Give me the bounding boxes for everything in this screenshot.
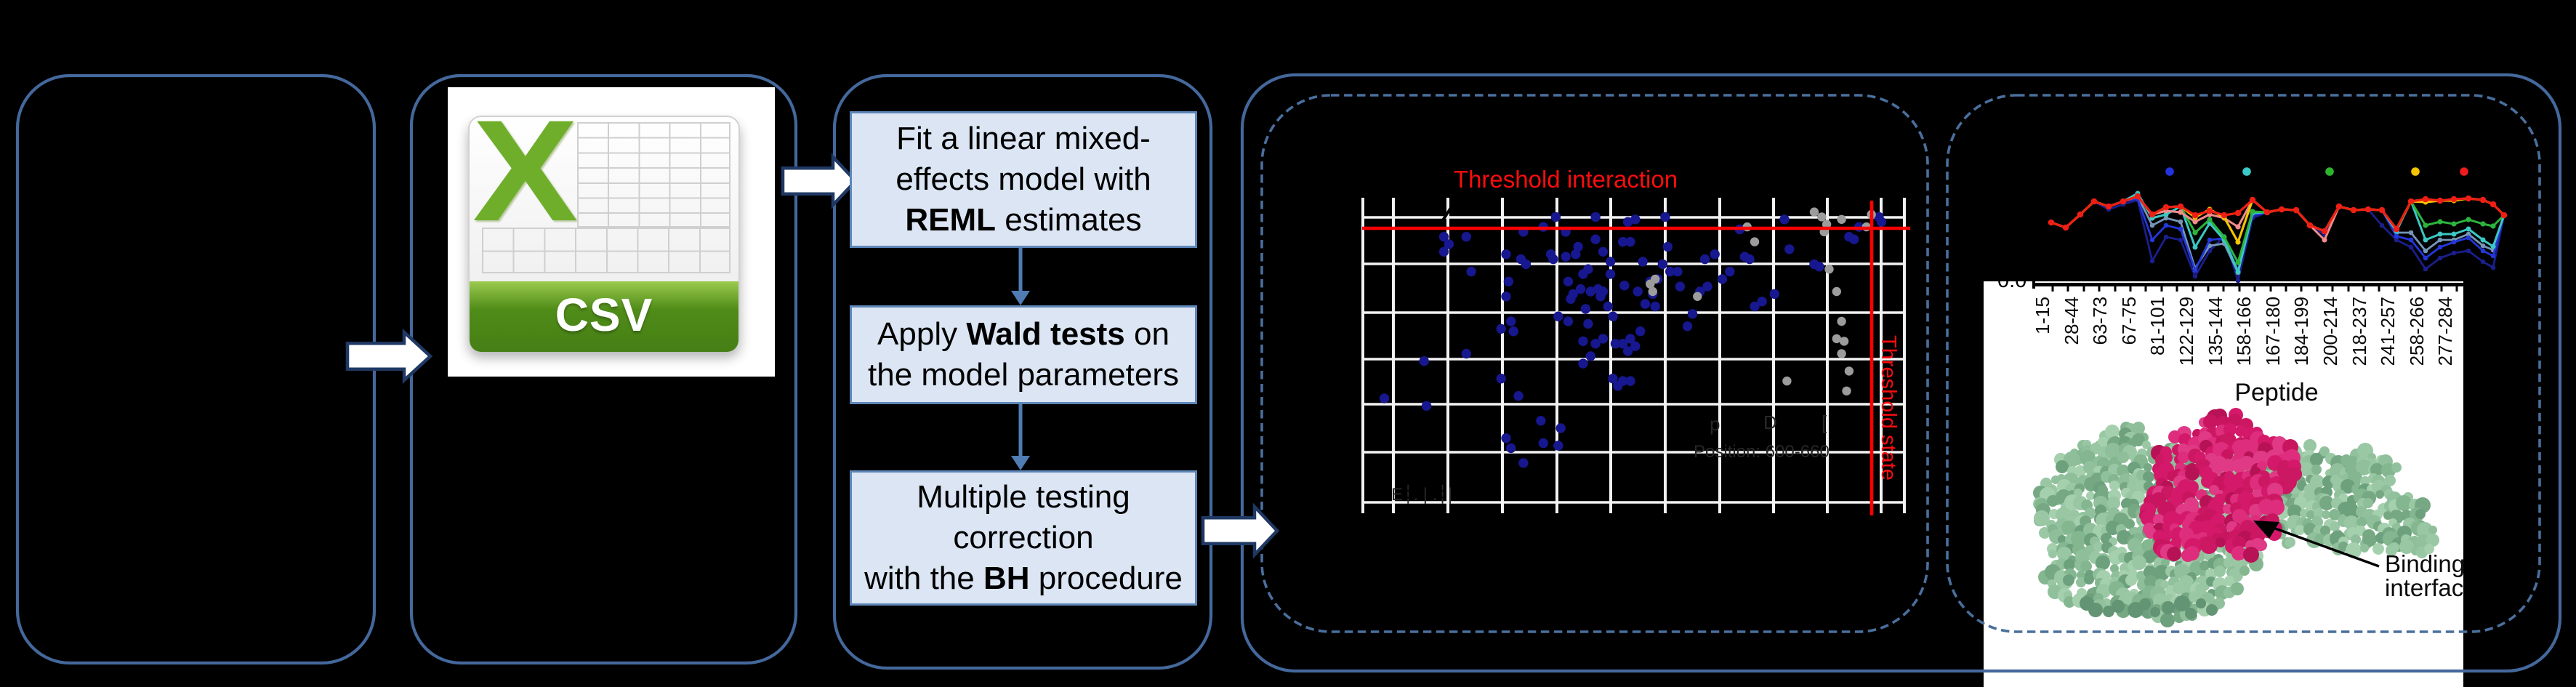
svg-text:1-15: 1-15 <box>2032 297 2053 334</box>
svg-text:277-284: 277-284 <box>2434 297 2456 366</box>
svg-text:E┆. | .┆|: E┆. | .┆| <box>1391 484 1452 505</box>
svg-text:p: p <box>1710 413 1720 435</box>
svg-text:Binding: Binding <box>2385 550 2465 577</box>
svg-text:63-73: 63-73 <box>2089 297 2111 345</box>
svg-text:Position: 600-660: Position: 600-660 <box>1694 442 1830 462</box>
svg-text:158-166: 158-166 <box>2233 297 2255 366</box>
svg-text:0.0: 0.0 <box>1997 269 2026 292</box>
svg-text:28-44: 28-44 <box>2061 297 2082 345</box>
svg-text:67-75: 67-75 <box>2118 297 2140 345</box>
svg-text:D: D <box>1763 411 1777 433</box>
svg-text:interface: interface <box>2385 574 2477 601</box>
svg-text:81-101: 81-101 <box>2146 297 2168 355</box>
svg-text:[: [ <box>1822 411 1827 433</box>
svg-text:241-257: 241-257 <box>2377 297 2399 366</box>
svg-text:218-237: 218-237 <box>2348 297 2370 366</box>
svg-text:Threshold state: Threshold state <box>1877 335 1900 481</box>
svg-text:135-144: 135-144 <box>2205 297 2226 366</box>
svg-text:Threshold interaction: Threshold interaction <box>1454 166 1678 193</box>
svg-text:Peptide: Peptide <box>2234 379 2318 406</box>
svg-text:122-129: 122-129 <box>2175 297 2197 366</box>
svg-text:167-180: 167-180 <box>2262 297 2284 366</box>
svg-text:184-199: 184-199 <box>2290 297 2312 366</box>
svg-text:258-266: 258-266 <box>2406 297 2428 366</box>
svg-text:200-214: 200-214 <box>2319 297 2341 366</box>
